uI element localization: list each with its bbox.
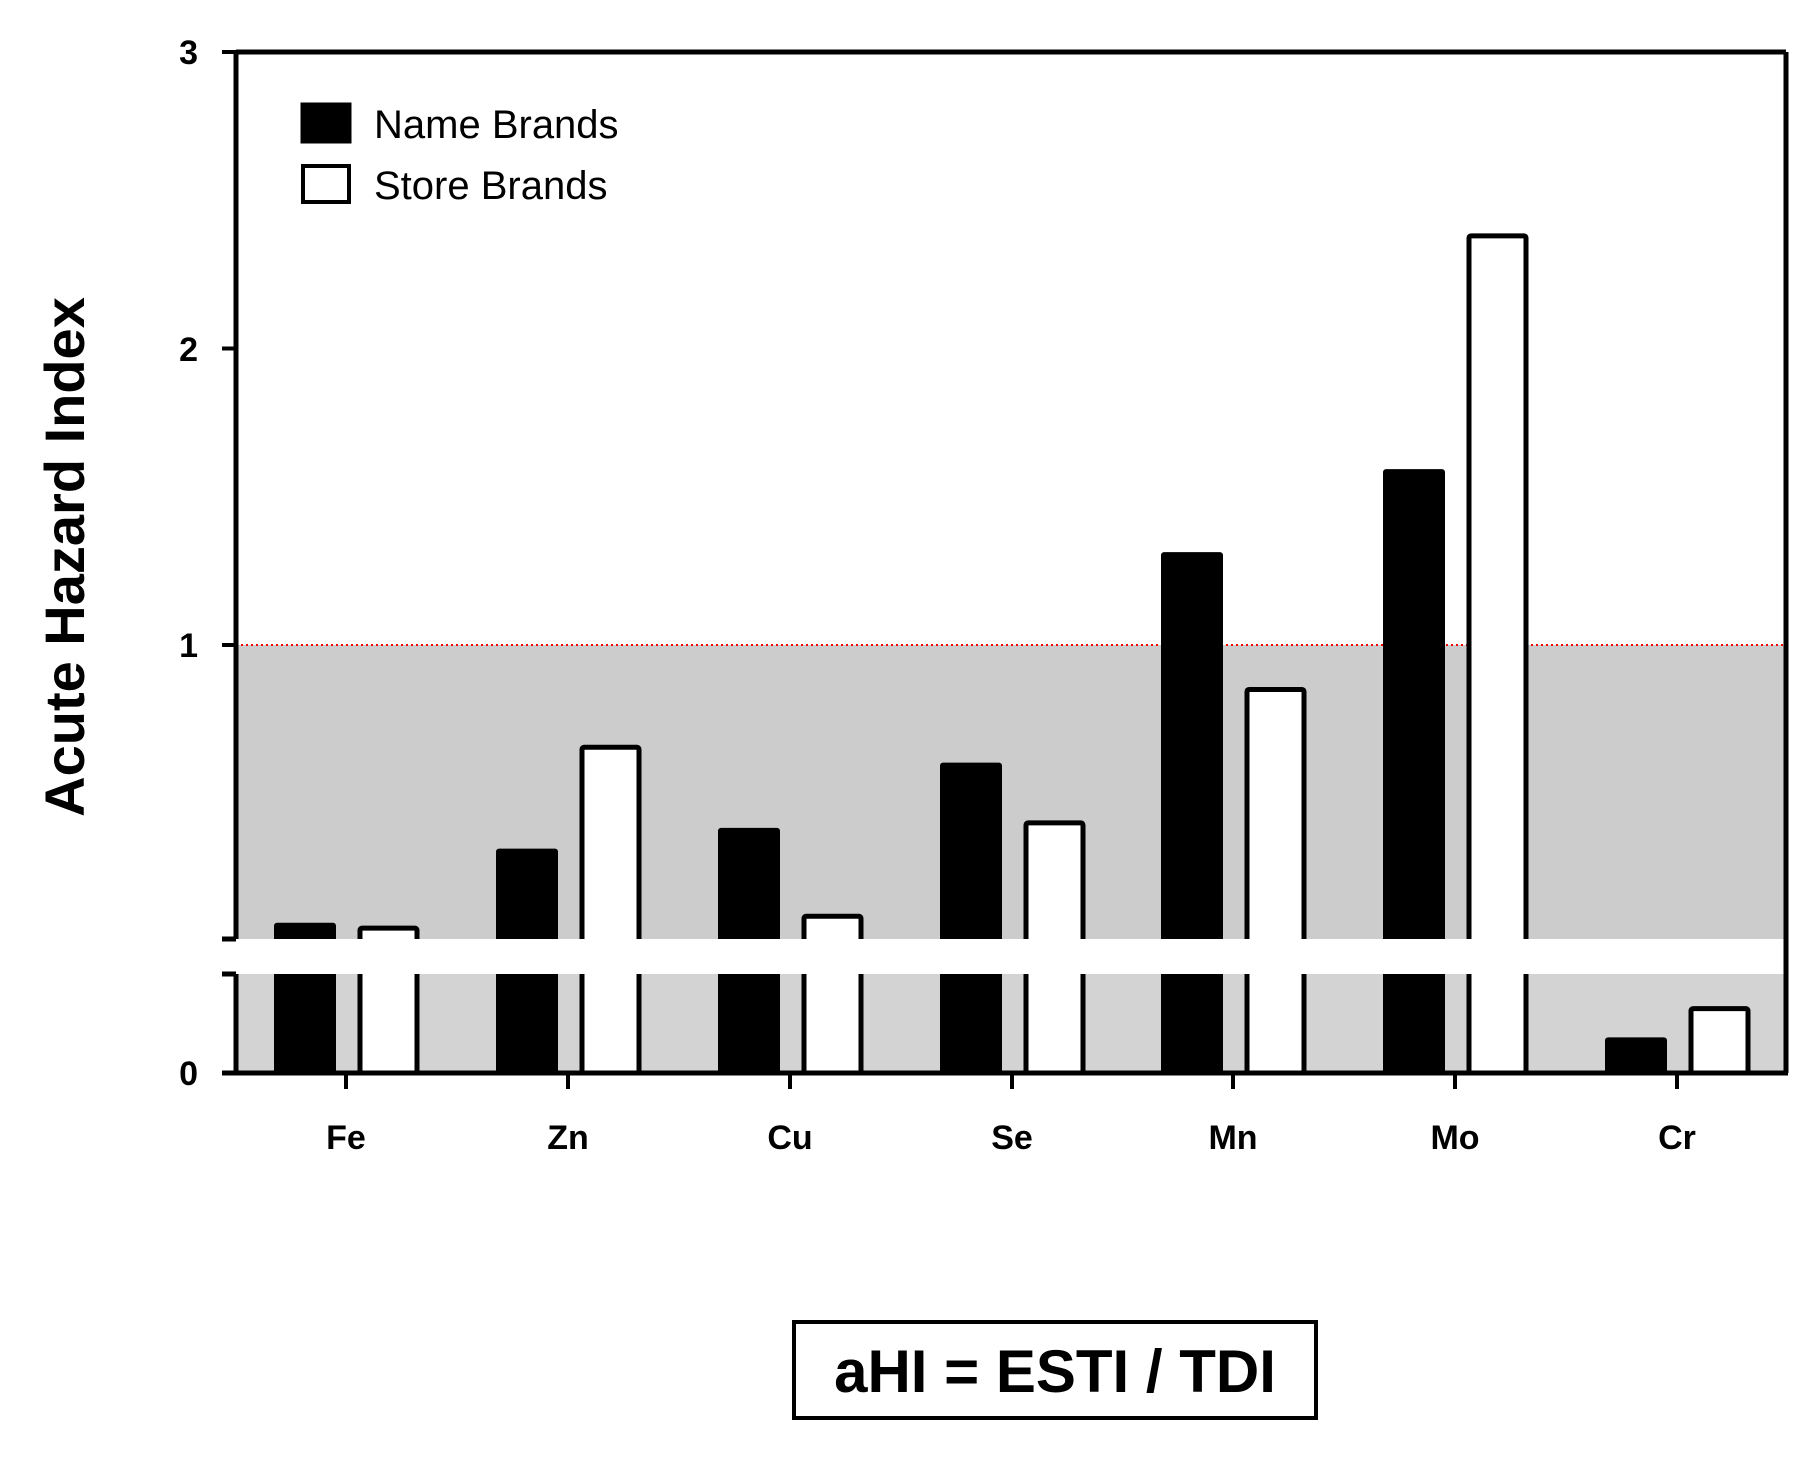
- bar-name-brands-mn: [1161, 552, 1223, 1074]
- legend-label-store-brands: Store Brands: [374, 164, 607, 208]
- formula-box: aHI = ESTI / TDI: [792, 1320, 1318, 1420]
- x-tick-labels: Fe Zn Cu Se Mn Mo Cr: [326, 1119, 1696, 1157]
- x-tick-label-cu: Cu: [767, 1119, 812, 1157]
- shaded-region: [236, 645, 1786, 1073]
- y-tick-label: 0: [179, 1055, 198, 1093]
- bar-name-brands-se: [940, 762, 1002, 1074]
- y-tick-label: 2: [179, 331, 198, 369]
- shaded-region-lower: [236, 974, 1786, 1073]
- bar-name-brands-cr: [1605, 1037, 1667, 1074]
- x-tick-label-mn: Mn: [1208, 1119, 1257, 1157]
- bar-store-brands-cr: [1688, 1006, 1751, 1076]
- axes: [222, 49, 1789, 1089]
- y-axis-label: Acute Hazard Index: [33, 297, 96, 817]
- y-tick-label: 1: [179, 627, 198, 665]
- x-tick-label-zn: Zn: [547, 1119, 589, 1157]
- bar-name-brands-mo: [1383, 469, 1445, 1074]
- x-tick-label-fe: Fe: [326, 1119, 366, 1157]
- legend: Name Brands Store Brands: [300, 102, 619, 208]
- y-tick-labels: 0 1 2 3: [179, 34, 198, 1093]
- x-tick-label-se: Se: [991, 1119, 1033, 1157]
- legend-label-name-brands: Name Brands: [374, 103, 619, 147]
- shaded-region-upper: [236, 645, 1786, 939]
- legend-swatch-name-brands: [300, 102, 352, 144]
- x-tick-label-cr: Cr: [1658, 1119, 1696, 1157]
- bar-store-brands-mn: [1244, 686, 1307, 1076]
- bar-store-brands-zn: [579, 744, 642, 1076]
- formula-text: aHI = ESTI / TDI: [834, 1338, 1276, 1405]
- axis-break-gap: [232, 939, 1790, 974]
- y-tick-label: 3: [179, 34, 198, 72]
- legend-swatch-store-brands: [301, 164, 351, 204]
- x-tick-label-mo: Mo: [1430, 1119, 1479, 1157]
